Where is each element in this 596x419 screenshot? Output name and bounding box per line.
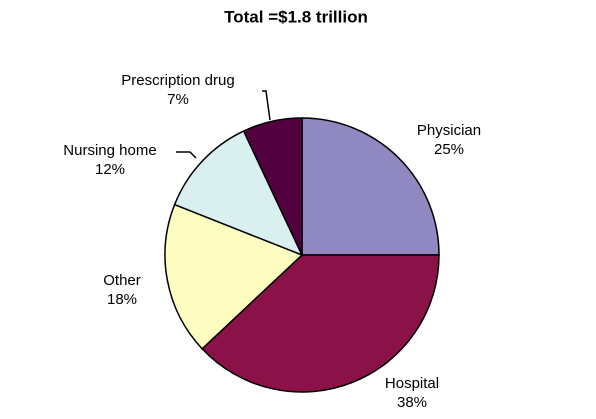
slice-label: Physician bbox=[417, 122, 481, 139]
slice-label: Hospital bbox=[385, 375, 439, 392]
leader-line bbox=[176, 151, 197, 159]
pie-slice bbox=[301, 117, 440, 256]
pie-slice bbox=[201, 254, 440, 393]
pie-slice bbox=[164, 203, 304, 350]
slice-value-label: 12% bbox=[95, 161, 125, 178]
leader-line bbox=[262, 90, 271, 121]
slice-label: Nursing home bbox=[63, 142, 156, 159]
pie-slice bbox=[173, 130, 304, 257]
slice-value-label: 38% bbox=[397, 394, 427, 411]
slice-value-label: 18% bbox=[107, 291, 137, 308]
slice-label: Other bbox=[103, 272, 141, 289]
slice-label: Prescription drug bbox=[121, 72, 234, 89]
chart-title: Total =$1.8 trillion bbox=[224, 7, 368, 26]
slice-value-label: 7% bbox=[167, 91, 189, 108]
pie-slice bbox=[242, 117, 303, 256]
slice-value-label: 25% bbox=[434, 141, 464, 158]
